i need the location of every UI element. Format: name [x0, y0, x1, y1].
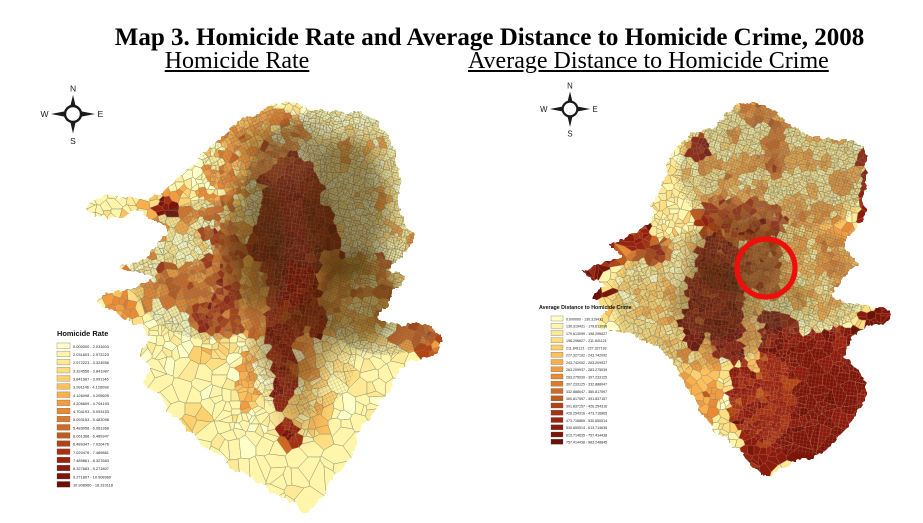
svg-text:2.972223 - 3.324556: 2.972223 - 3.324556 [73, 360, 109, 365]
svg-text:6.061368 - 6.489347: 6.061368 - 6.489347 [73, 434, 109, 439]
svg-text:198.296627 - 211.841121: 198.296627 - 211.841121 [566, 339, 607, 343]
svg-text:4.704193 - 5.093153: 4.704193 - 5.093153 [73, 409, 109, 414]
svg-text:757.414438 - 983.248845: 757.414438 - 983.248845 [566, 441, 607, 445]
svg-text:530.650514 - 613.714635: 530.650514 - 613.714635 [566, 426, 607, 430]
svg-text:227.327192 - 243.742092: 227.327192 - 243.742092 [566, 354, 607, 358]
svg-text:S: S [70, 136, 76, 146]
svg-text:3.841987 - 3.991146: 3.841987 - 3.991146 [73, 377, 109, 382]
svg-text:332.888047 - 360.817597: 332.888047 - 360.817597 [566, 390, 607, 394]
svg-text:Homicide Rate: Homicide Rate [57, 329, 108, 338]
svg-text:2.031603 - 2.972223: 2.031603 - 2.972223 [73, 352, 109, 357]
svg-text:4.205609 - 4.704193: 4.205609 - 4.704193 [73, 401, 109, 406]
svg-text:Average Distance to Homicide C: Average Distance to Homicide Crime [539, 305, 632, 311]
svg-text:6.489347 - 7.020476: 6.489347 - 7.020476 [73, 442, 109, 447]
svg-text:5.093153 - 5.483058: 5.093153 - 5.483058 [73, 417, 109, 422]
svg-text:E: E [98, 109, 104, 119]
svg-text:7.489861 - 8.327683: 7.489861 - 8.327683 [73, 458, 109, 463]
svg-text:283.275039 - 307.233125: 283.275039 - 307.233125 [566, 375, 607, 379]
svg-text:3.991146 - 4.126098: 3.991146 - 4.126098 [73, 385, 109, 390]
svg-text:W: W [540, 105, 548, 114]
svg-text:9.271807 - 10.908960: 9.271807 - 10.908960 [73, 474, 112, 479]
svg-text:8.327683 - 9.271807: 8.327683 - 9.271807 [73, 466, 109, 471]
svg-text:473.716865 - 530.650514: 473.716865 - 530.650514 [566, 419, 607, 423]
svg-text:10.908960 - 16.310118: 10.908960 - 16.310118 [73, 482, 113, 487]
svg-text:N: N [70, 84, 76, 94]
svg-text:426.254316 - 473.716865: 426.254316 - 473.716865 [566, 412, 607, 416]
svg-text:0.000000 - 130.319431: 0.000000 - 130.319431 [566, 317, 603, 321]
svg-text:5.483058 - 6.061368: 5.483058 - 6.061368 [73, 425, 109, 430]
svg-text:3.324556 - 3.841987: 3.324556 - 3.841987 [73, 368, 109, 373]
svg-text:130.319431 - 179.613099: 130.319431 - 179.613099 [566, 325, 607, 329]
svg-text:613.714635 - 757.414438: 613.714635 - 757.414438 [566, 433, 607, 437]
svg-text:W: W [40, 109, 48, 119]
svg-text:263.209937 - 283.275039: 263.209937 - 283.275039 [566, 368, 607, 372]
svg-text:E: E [593, 105, 598, 114]
svg-text:0.000000 - 2.031603: 0.000000 - 2.031603 [73, 344, 109, 349]
svg-text:211.841121 - 227.327192: 211.841121 - 227.327192 [566, 346, 607, 350]
svg-text:179.613099 - 198.296627: 179.613099 - 198.296627 [566, 332, 607, 336]
svg-text:307.233125 - 332.888047: 307.233125 - 332.888047 [566, 383, 607, 387]
svg-text:N: N [567, 81, 573, 90]
svg-text:360.817597 - 391.837157: 360.817597 - 391.837157 [566, 397, 607, 401]
svg-text:S: S [567, 130, 572, 139]
svg-text:7.020476 - 7.489861: 7.020476 - 7.489861 [73, 450, 109, 455]
svg-text:243.742092 - 263.209937: 243.742092 - 263.209937 [566, 361, 607, 365]
svg-text:4.126098 - 4.205609: 4.126098 - 4.205609 [73, 393, 109, 398]
svg-text:391.837157 - 426.254316: 391.837157 - 426.254316 [566, 404, 607, 408]
